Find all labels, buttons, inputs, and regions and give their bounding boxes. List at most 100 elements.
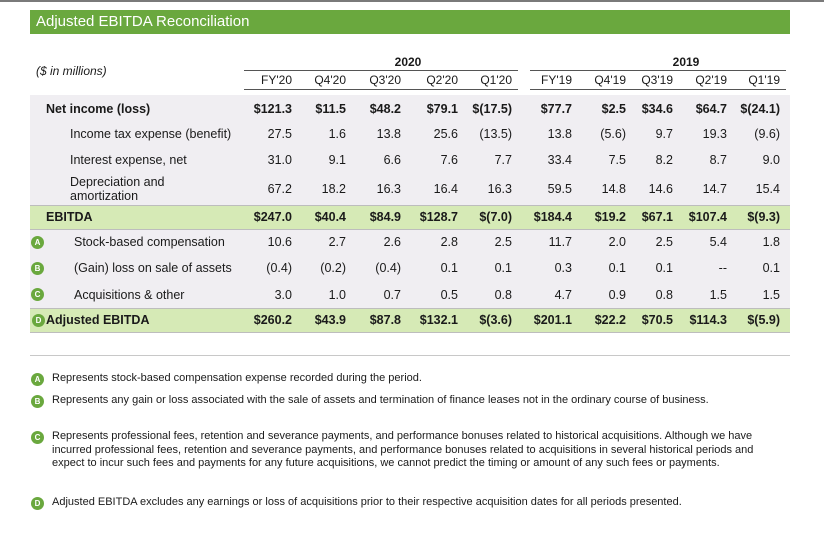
table-cell: 15.4 — [755, 182, 780, 196]
table-cell: (9.6) — [754, 127, 780, 141]
table-cell: $121.3 — [253, 102, 292, 116]
table-cell: $(3.6) — [479, 313, 512, 327]
table-cell: 0.1 — [762, 261, 780, 275]
row-label: Interest expense, net — [70, 153, 187, 167]
year-rule-2020 — [244, 70, 518, 71]
table-cell: $79.1 — [426, 102, 458, 116]
table-cell: $260.2 — [253, 313, 292, 327]
table-cell: 1.6 — [328, 127, 346, 141]
adjusted-ebitda-band — [30, 308, 790, 332]
table-row: C Acquisitions & other 3.0 1.0 0.7 0.5 0.8 4.7 0… — [30, 281, 790, 308]
table-cell: 2.5 — [655, 235, 673, 249]
table-cell: 16.4 — [433, 182, 458, 196]
table-cell: (0.4) — [266, 261, 292, 275]
row-divider — [30, 308, 790, 309]
row-label: Acquisitions & other — [74, 287, 185, 302]
table-cell: $43.9 — [314, 313, 346, 327]
column-header: Q2'19 — [695, 73, 727, 87]
table-cell: 9.7 — [655, 127, 673, 141]
top-rule — [0, 0, 824, 2]
table-cell: 27.5 — [267, 127, 292, 141]
table-cell: 1.5 — [762, 287, 780, 302]
table-cell: 16.3 — [376, 182, 401, 196]
column-rule-2020 — [244, 89, 518, 90]
table-cell: 0.5 — [440, 287, 458, 302]
table-cell: $19.2 — [594, 210, 626, 224]
table-cell: $87.8 — [369, 313, 401, 327]
table-cell: 18.2 — [321, 182, 346, 196]
table-cell: $77.7 — [540, 102, 572, 116]
row-label: Stock-based compensation — [74, 235, 225, 249]
table-cell: 9.0 — [762, 153, 780, 167]
column-header: Q4'20 — [314, 73, 346, 87]
year-header-2020: 2020 — [394, 55, 422, 69]
table-cell: $132.1 — [419, 313, 458, 327]
footnote-marker-icon: B — [31, 261, 44, 275]
table-cell: $(17.5) — [472, 102, 512, 116]
footnote-marker-icon: D — [31, 497, 44, 510]
year-header-2019: 2019 — [672, 55, 700, 69]
table-cell: -- — [718, 261, 727, 275]
table-cell: 19.3 — [702, 127, 727, 141]
adjustments-section-band — [30, 229, 790, 308]
table-cell: $67.1 — [641, 210, 673, 224]
table-cell: 0.3 — [554, 261, 572, 275]
table-cell: 1.0 — [328, 287, 346, 302]
column-header: FY'19 — [541, 73, 572, 87]
table-row: Net income (loss) $121.3 $11.5 $48.2 $79.1 $(… — [30, 97, 790, 121]
table-cell: 4.7 — [554, 287, 572, 302]
table-cell: 1.8 — [762, 235, 780, 249]
table-cell: 2.6 — [383, 235, 401, 249]
units-label: ($ in millions) — [36, 64, 107, 78]
table-cell: (13.5) — [479, 127, 512, 141]
table-cell: 25.6 — [433, 127, 458, 141]
table-cell: 14.7 — [702, 182, 727, 196]
table-cell: 1.5 — [709, 287, 727, 302]
row-divider — [30, 205, 790, 206]
table-row: EBITDA $247.0 $40.4 $84.9 $128.7 $(7.0) $184.4… — [30, 205, 790, 229]
table-cell: 0.8 — [494, 287, 512, 302]
table-cell: 11.7 — [548, 235, 572, 249]
table-cell: $40.4 — [314, 210, 346, 224]
table-cell: 13.8 — [547, 127, 572, 141]
table-row: D Adjusted EBITDA $260.2 $43.9 $87.8 $132.1 $(… — [30, 308, 790, 332]
row-divider — [30, 229, 790, 230]
table-cell: $84.9 — [369, 210, 401, 224]
row-label: Income tax expense (benefit) — [70, 127, 232, 141]
row-label: Net income (loss) — [46, 102, 151, 116]
table-cell: $(7.0) — [479, 210, 512, 224]
table-cell: 13.8 — [376, 127, 401, 141]
table-cell: 14.6 — [648, 182, 673, 196]
table-cell: $2.5 — [601, 102, 626, 116]
table-cell: 3.0 — [274, 287, 292, 302]
table-cell: $201.1 — [533, 313, 572, 327]
page-title: Adjusted EBITDA Reconciliation — [30, 10, 790, 34]
column-header: Q4'19 — [594, 73, 626, 87]
table-cell: 0.1 — [494, 261, 512, 275]
table-cell: 9.1 — [328, 153, 346, 167]
row-label: Adjusted EBITDA — [46, 313, 150, 327]
table-cell: 2.0 — [608, 235, 626, 249]
table-cell: 0.8 — [655, 287, 673, 302]
row-label: Depreciation and amortization — [70, 175, 165, 203]
footnote-marker-icon: C — [31, 431, 44, 444]
table-cell: 2.5 — [494, 235, 512, 249]
table-cell: 2.8 — [440, 235, 458, 249]
table-cell: 59.5 — [547, 182, 572, 196]
column-header: Q1'19 — [748, 73, 780, 87]
column-header: Q2'20 — [426, 73, 458, 87]
column-header: Q1'20 — [480, 73, 512, 87]
footnote-marker-icon: A — [31, 235, 44, 249]
table-cell: 33.4 — [547, 153, 572, 167]
footnote-text: Represents any gain or loss associated w… — [52, 394, 709, 406]
table-cell: (0.4) — [375, 261, 401, 275]
table-cell: $70.5 — [641, 313, 673, 327]
table-cell: 0.1 — [655, 261, 673, 275]
table-row: Income tax expense (benefit) 27.5 1.6 13.8 2… — [30, 121, 790, 147]
column-header: Q3'20 — [369, 73, 401, 87]
table-cell: 67.2 — [267, 182, 292, 196]
table-cell: 7.6 — [440, 153, 458, 167]
table-row: B (Gain) loss on sale of assets (0.4) (0.2)… — [30, 255, 790, 281]
table-row: Depreciation and amortization 67.2 18.2 16.… — [30, 173, 790, 205]
notes-divider — [30, 355, 790, 356]
